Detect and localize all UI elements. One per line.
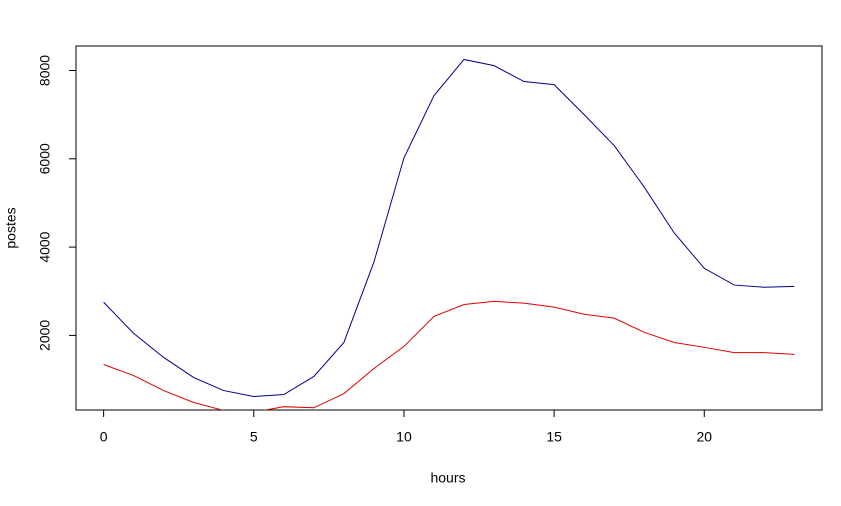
series-line [103,300,795,410]
y-tick-label: 8000 [37,55,53,86]
plot-frame [75,45,823,411]
x-tick-label: 5 [250,429,258,445]
x-tick-label: 0 [100,429,108,445]
y-tick-label: 2000 [37,320,53,351]
y-tick-label: 6000 [37,143,53,174]
x-tick-label: 20 [696,429,712,445]
series-line [103,58,795,398]
x-tick-label: 10 [396,429,412,445]
x-axis-label: hours [430,470,465,486]
y-tick-label: 4000 [37,231,53,262]
y-axis-label: postes [3,207,19,248]
x-tick-label: 15 [546,429,562,445]
